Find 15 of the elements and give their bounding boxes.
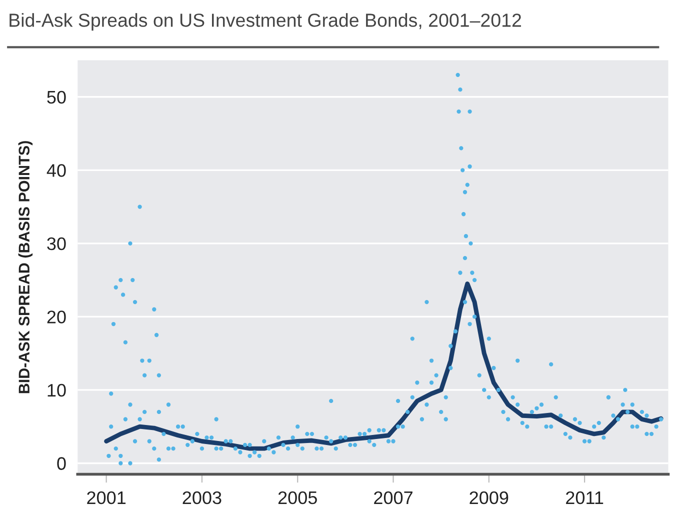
x-tick-label: 2005: [278, 491, 317, 504]
x-tick-label: 2011: [566, 491, 604, 504]
x-tick-label: 2003: [182, 491, 222, 504]
x-tick-label: 2001: [87, 491, 126, 504]
x-tick-label: 2009: [470, 491, 508, 504]
y-tick-label: 10: [48, 384, 66, 397]
y-axis-title: BID-ASK SPREAD (BASIS POINTS): [18, 141, 33, 394]
x-tick-label: 2007: [374, 491, 412, 504]
y-tick-label: 40: [46, 164, 66, 177]
y-tick-label: 0: [57, 457, 66, 470]
y-tick-label: 50: [47, 90, 66, 104]
y-tick-label: 20: [47, 310, 66, 324]
chart-title: Bid-Ask Spreads on US Investment Grade Bonds, 2001–2012: [10, 13, 522, 31]
y-tick-label: 30: [47, 237, 66, 250]
line-series: [104, 282, 664, 451]
